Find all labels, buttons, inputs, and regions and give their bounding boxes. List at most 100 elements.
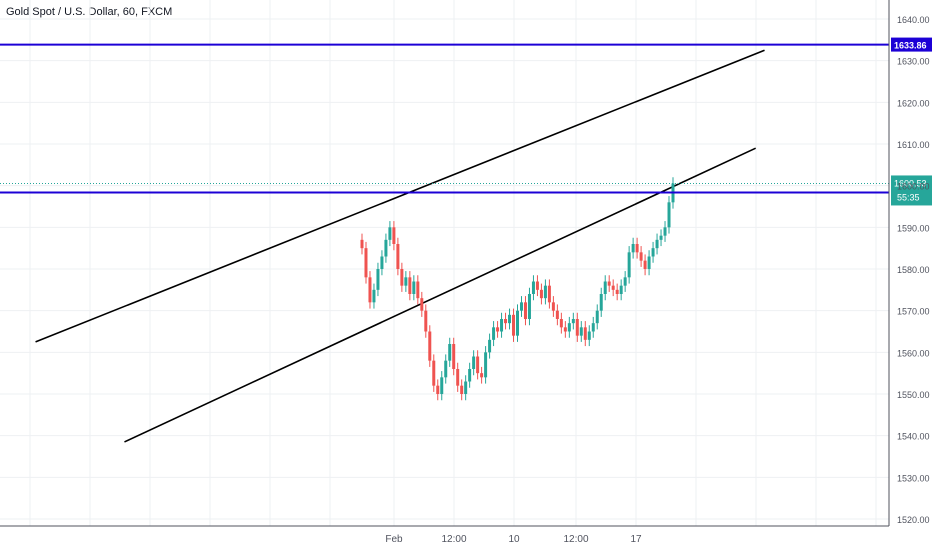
candle-body (539, 289, 543, 299)
candle-body (623, 277, 627, 286)
candle-body (655, 239, 659, 249)
candle-body (583, 327, 587, 340)
candle-body (428, 331, 432, 361)
candle-body (531, 281, 535, 294)
candle-body (639, 252, 643, 261)
candle-body (420, 298, 424, 311)
candle-body (440, 377, 444, 394)
candle-body (360, 239, 364, 249)
candle-body (543, 285, 547, 299)
price-tick-label: 1530.00 (897, 473, 930, 483)
price-tick-label: 1580.00 (897, 265, 930, 275)
level-price-tag (891, 37, 932, 52)
last-price-label: 1600.53 (894, 178, 927, 188)
time-tick-label: 12:00 (441, 534, 466, 545)
candle-body (603, 281, 607, 294)
candle-body (396, 244, 400, 269)
candle-body (512, 314, 516, 336)
candle-body (496, 327, 500, 332)
time-tick-label: 12:00 (563, 534, 588, 545)
candle-body (488, 339, 492, 353)
candle-body (424, 310, 428, 332)
candle-body (535, 281, 539, 290)
candle-body (599, 294, 603, 311)
price-tick-label: 1590.00 (897, 223, 930, 233)
candle-body (380, 256, 384, 269)
candle-body (452, 344, 456, 369)
price-tick-label: 1570.00 (897, 307, 930, 317)
candle-body (408, 277, 412, 294)
candle-body (523, 302, 527, 319)
price-tick-label: 1610.00 (897, 140, 930, 150)
candle-body (611, 285, 615, 290)
candle-body (559, 319, 563, 328)
candle-body (587, 331, 591, 340)
candle-body (484, 352, 488, 378)
candle-body (607, 281, 611, 286)
candle-body (468, 369, 472, 382)
candle-body (368, 277, 372, 303)
candle-body (563, 327, 567, 332)
countdown-label: 55:35 (897, 192, 920, 202)
candle-body (492, 327, 496, 340)
candle-body (667, 202, 671, 228)
time-tick-label: 17 (630, 534, 642, 545)
candle-body (412, 281, 416, 294)
candle-body (516, 310, 519, 336)
candle-body (436, 385, 440, 394)
candle-body (476, 356, 480, 374)
candle-body (416, 281, 420, 299)
candle-body (404, 277, 408, 286)
price-tick-label: 1620.00 (897, 98, 930, 108)
candle-body (400, 269, 404, 286)
candle-body (551, 302, 555, 311)
trend-line (124, 147, 756, 443)
candle-body (500, 319, 504, 332)
time-tick-label: 10 (508, 534, 520, 545)
price-tick-label: 1550.00 (897, 390, 930, 400)
candle-body (663, 227, 667, 236)
candle-body (627, 252, 631, 278)
candle-body (615, 289, 619, 294)
candle-body (460, 385, 464, 394)
candle-body (547, 285, 551, 303)
time-tick-label: Feb (385, 534, 403, 545)
candle-body (575, 319, 579, 336)
price-tick-label: 1540.00 (897, 432, 930, 442)
candle-body (444, 360, 448, 378)
candle-body (527, 294, 531, 319)
candle-body (643, 260, 647, 269)
candle-body (372, 289, 376, 303)
candle-body (384, 239, 388, 257)
candle-body (651, 248, 655, 257)
price-tick-label: 1640.00 (897, 15, 930, 25)
candle-body (647, 256, 651, 269)
candle-body (519, 302, 523, 311)
candle-body (504, 319, 508, 324)
candle-body (619, 285, 623, 294)
last-price-tag (891, 175, 932, 206)
candle-body (567, 323, 571, 332)
candle-body (456, 369, 460, 386)
candle-body (579, 327, 583, 336)
time-axis: Feb 12:00 10 12:00 17 (385, 534, 642, 545)
trend-lines (35, 49, 765, 443)
price-tick-label: 1560.00 (897, 348, 930, 358)
candle-body (591, 323, 595, 332)
candle-body (392, 227, 396, 244)
price-tick-label: 1600.00 (897, 182, 930, 192)
candle-body (631, 244, 635, 253)
candle-body (555, 310, 559, 319)
candle-body (364, 248, 368, 278)
chart-title: Gold Spot / U.S. Dollar, 60, FXCM (6, 6, 173, 18)
price-tick-label: 1520.00 (897, 515, 930, 525)
candle-body (464, 381, 468, 394)
candle-body (508, 314, 512, 324)
candle-body (432, 360, 436, 386)
candle-body (480, 373, 484, 378)
candle-body (595, 310, 599, 324)
candle-body (659, 235, 663, 240)
price-axis: 1520.00 1530.00 1540.00 1550.00 1560.00 1570.… (0, 0, 930, 527)
